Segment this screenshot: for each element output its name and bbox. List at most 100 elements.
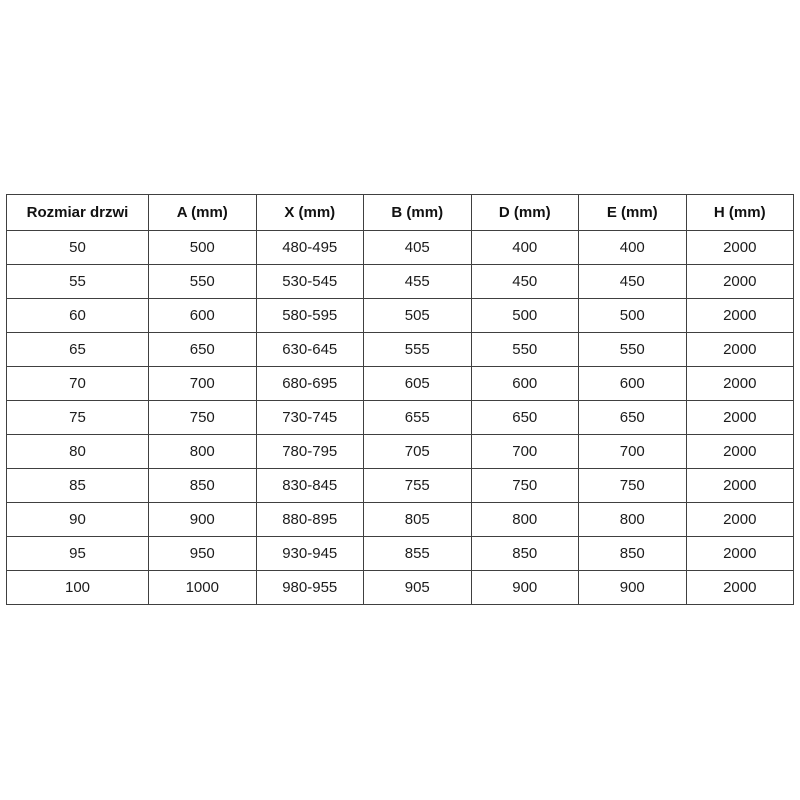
table-cell: 630-645 bbox=[255, 332, 364, 367]
table-cell: 480-495 bbox=[255, 230, 364, 265]
table-cell: 505 bbox=[363, 298, 472, 333]
table-cell: 50 bbox=[6, 230, 149, 265]
table-cell: 850 bbox=[148, 468, 257, 503]
table-cell: 90 bbox=[6, 502, 149, 537]
size-table: Rozmiar drzwi A (mm) X (mm) B (mm) D (mm) E (… bbox=[6, 194, 794, 605]
table-cell: 85 bbox=[6, 468, 149, 503]
table-cell: 500 bbox=[470, 298, 579, 333]
table-cell: 705 bbox=[363, 434, 472, 469]
table-cell: 950 bbox=[148, 536, 257, 571]
table-row: 60 600 580-595 505 500 500 2000 bbox=[6, 298, 794, 333]
table-cell: 930-945 bbox=[255, 536, 364, 571]
header-cell: A (mm) bbox=[148, 194, 257, 231]
table-cell: 450 bbox=[470, 264, 579, 299]
table-cell: 805 bbox=[363, 502, 472, 537]
table-cell: 800 bbox=[578, 502, 687, 537]
table-cell: 95 bbox=[6, 536, 149, 571]
table-cell: 600 bbox=[578, 366, 687, 401]
table-cell: 2000 bbox=[685, 536, 794, 571]
table-cell: 65 bbox=[6, 332, 149, 367]
table-cell: 700 bbox=[578, 434, 687, 469]
table-cell: 850 bbox=[470, 536, 579, 571]
header-cell: Rozmiar drzwi bbox=[6, 194, 149, 231]
table-cell: 550 bbox=[578, 332, 687, 367]
table-row: 50 500 480-495 405 400 400 2000 bbox=[6, 230, 794, 265]
header-cell: E (mm) bbox=[578, 194, 687, 231]
table-cell: 980-955 bbox=[255, 570, 364, 605]
table-cell: 680-695 bbox=[255, 366, 364, 401]
table-cell: 780-795 bbox=[255, 434, 364, 469]
table-row: 75 750 730-745 655 650 650 2000 bbox=[6, 400, 794, 435]
header-cell: H (mm) bbox=[685, 194, 794, 231]
table-row: 55 550 530-545 455 450 450 2000 bbox=[6, 264, 794, 299]
table-row: 90 900 880-895 805 800 800 2000 bbox=[6, 502, 794, 537]
table-cell: 2000 bbox=[685, 570, 794, 605]
table-cell: 900 bbox=[470, 570, 579, 605]
table-cell: 750 bbox=[470, 468, 579, 503]
table-cell: 700 bbox=[148, 366, 257, 401]
table-cell: 80 bbox=[6, 434, 149, 469]
table-cell: 500 bbox=[148, 230, 257, 265]
table-cell: 650 bbox=[148, 332, 257, 367]
table-cell: 655 bbox=[363, 400, 472, 435]
table-cell: 900 bbox=[148, 502, 257, 537]
table-cell: 2000 bbox=[685, 434, 794, 469]
table-cell: 600 bbox=[148, 298, 257, 333]
table-cell: 830-845 bbox=[255, 468, 364, 503]
table-row: 85 850 830-845 755 750 750 2000 bbox=[6, 468, 794, 503]
table-cell: 605 bbox=[363, 366, 472, 401]
table-cell: 900 bbox=[578, 570, 687, 605]
table-cell: 2000 bbox=[685, 332, 794, 367]
table-cell: 650 bbox=[578, 400, 687, 435]
table-head: Rozmiar drzwi A (mm) X (mm) B (mm) D (mm) E (… bbox=[6, 194, 794, 231]
header-row: Rozmiar drzwi A (mm) X (mm) B (mm) D (mm) E (… bbox=[6, 194, 794, 231]
table-cell: 880-895 bbox=[255, 502, 364, 537]
table-cell: 850 bbox=[578, 536, 687, 571]
table-cell: 700 bbox=[470, 434, 579, 469]
table-cell: 75 bbox=[6, 400, 149, 435]
header-cell: D (mm) bbox=[470, 194, 579, 231]
table-row: 65 650 630-645 555 550 550 2000 bbox=[6, 332, 794, 367]
table-cell: 500 bbox=[578, 298, 687, 333]
table-cell: 855 bbox=[363, 536, 472, 571]
table-cell: 400 bbox=[578, 230, 687, 265]
table-row: 80 800 780-795 705 700 700 2000 bbox=[6, 434, 794, 469]
table-cell: 100 bbox=[6, 570, 149, 605]
table-cell: 405 bbox=[363, 230, 472, 265]
table-cell: 2000 bbox=[685, 468, 794, 503]
table-cell: 2000 bbox=[685, 366, 794, 401]
table-cell: 2000 bbox=[685, 230, 794, 265]
table-cell: 400 bbox=[470, 230, 579, 265]
table-cell: 550 bbox=[470, 332, 579, 367]
table-cell: 2000 bbox=[685, 264, 794, 299]
header-cell: X (mm) bbox=[255, 194, 364, 231]
table-cell: 750 bbox=[578, 468, 687, 503]
table-body: 50 500 480-495 405 400 400 2000 55 550 530-545 455… bbox=[6, 230, 794, 605]
table-cell: 2000 bbox=[685, 400, 794, 435]
table-cell: 555 bbox=[363, 332, 472, 367]
table-cell: 800 bbox=[470, 502, 579, 537]
table-cell: 450 bbox=[578, 264, 687, 299]
table-cell: 60 bbox=[6, 298, 149, 333]
table-cell: 600 bbox=[470, 366, 579, 401]
table-cell: 755 bbox=[363, 468, 472, 503]
table-cell: 55 bbox=[6, 264, 149, 299]
table-cell: 650 bbox=[470, 400, 579, 435]
table-row: 100 1000 980-955 905 900 900 2000 bbox=[6, 570, 794, 605]
table-cell: 455 bbox=[363, 264, 472, 299]
table-cell: 1000 bbox=[148, 570, 257, 605]
table-cell: 800 bbox=[148, 434, 257, 469]
header-cell: B (mm) bbox=[363, 194, 472, 231]
table-cell: 550 bbox=[148, 264, 257, 299]
table-cell: 905 bbox=[363, 570, 472, 605]
table-cell: 730-745 bbox=[255, 400, 364, 435]
table-cell: 750 bbox=[148, 400, 257, 435]
table-cell: 530-545 bbox=[255, 264, 364, 299]
table-cell: 70 bbox=[6, 366, 149, 401]
table-row: 70 700 680-695 605 600 600 2000 bbox=[6, 366, 794, 401]
table-cell: 580-595 bbox=[255, 298, 364, 333]
table-cell: 2000 bbox=[685, 502, 794, 537]
table-row: 95 950 930-945 855 850 850 2000 bbox=[6, 536, 794, 571]
table-cell: 2000 bbox=[685, 298, 794, 333]
